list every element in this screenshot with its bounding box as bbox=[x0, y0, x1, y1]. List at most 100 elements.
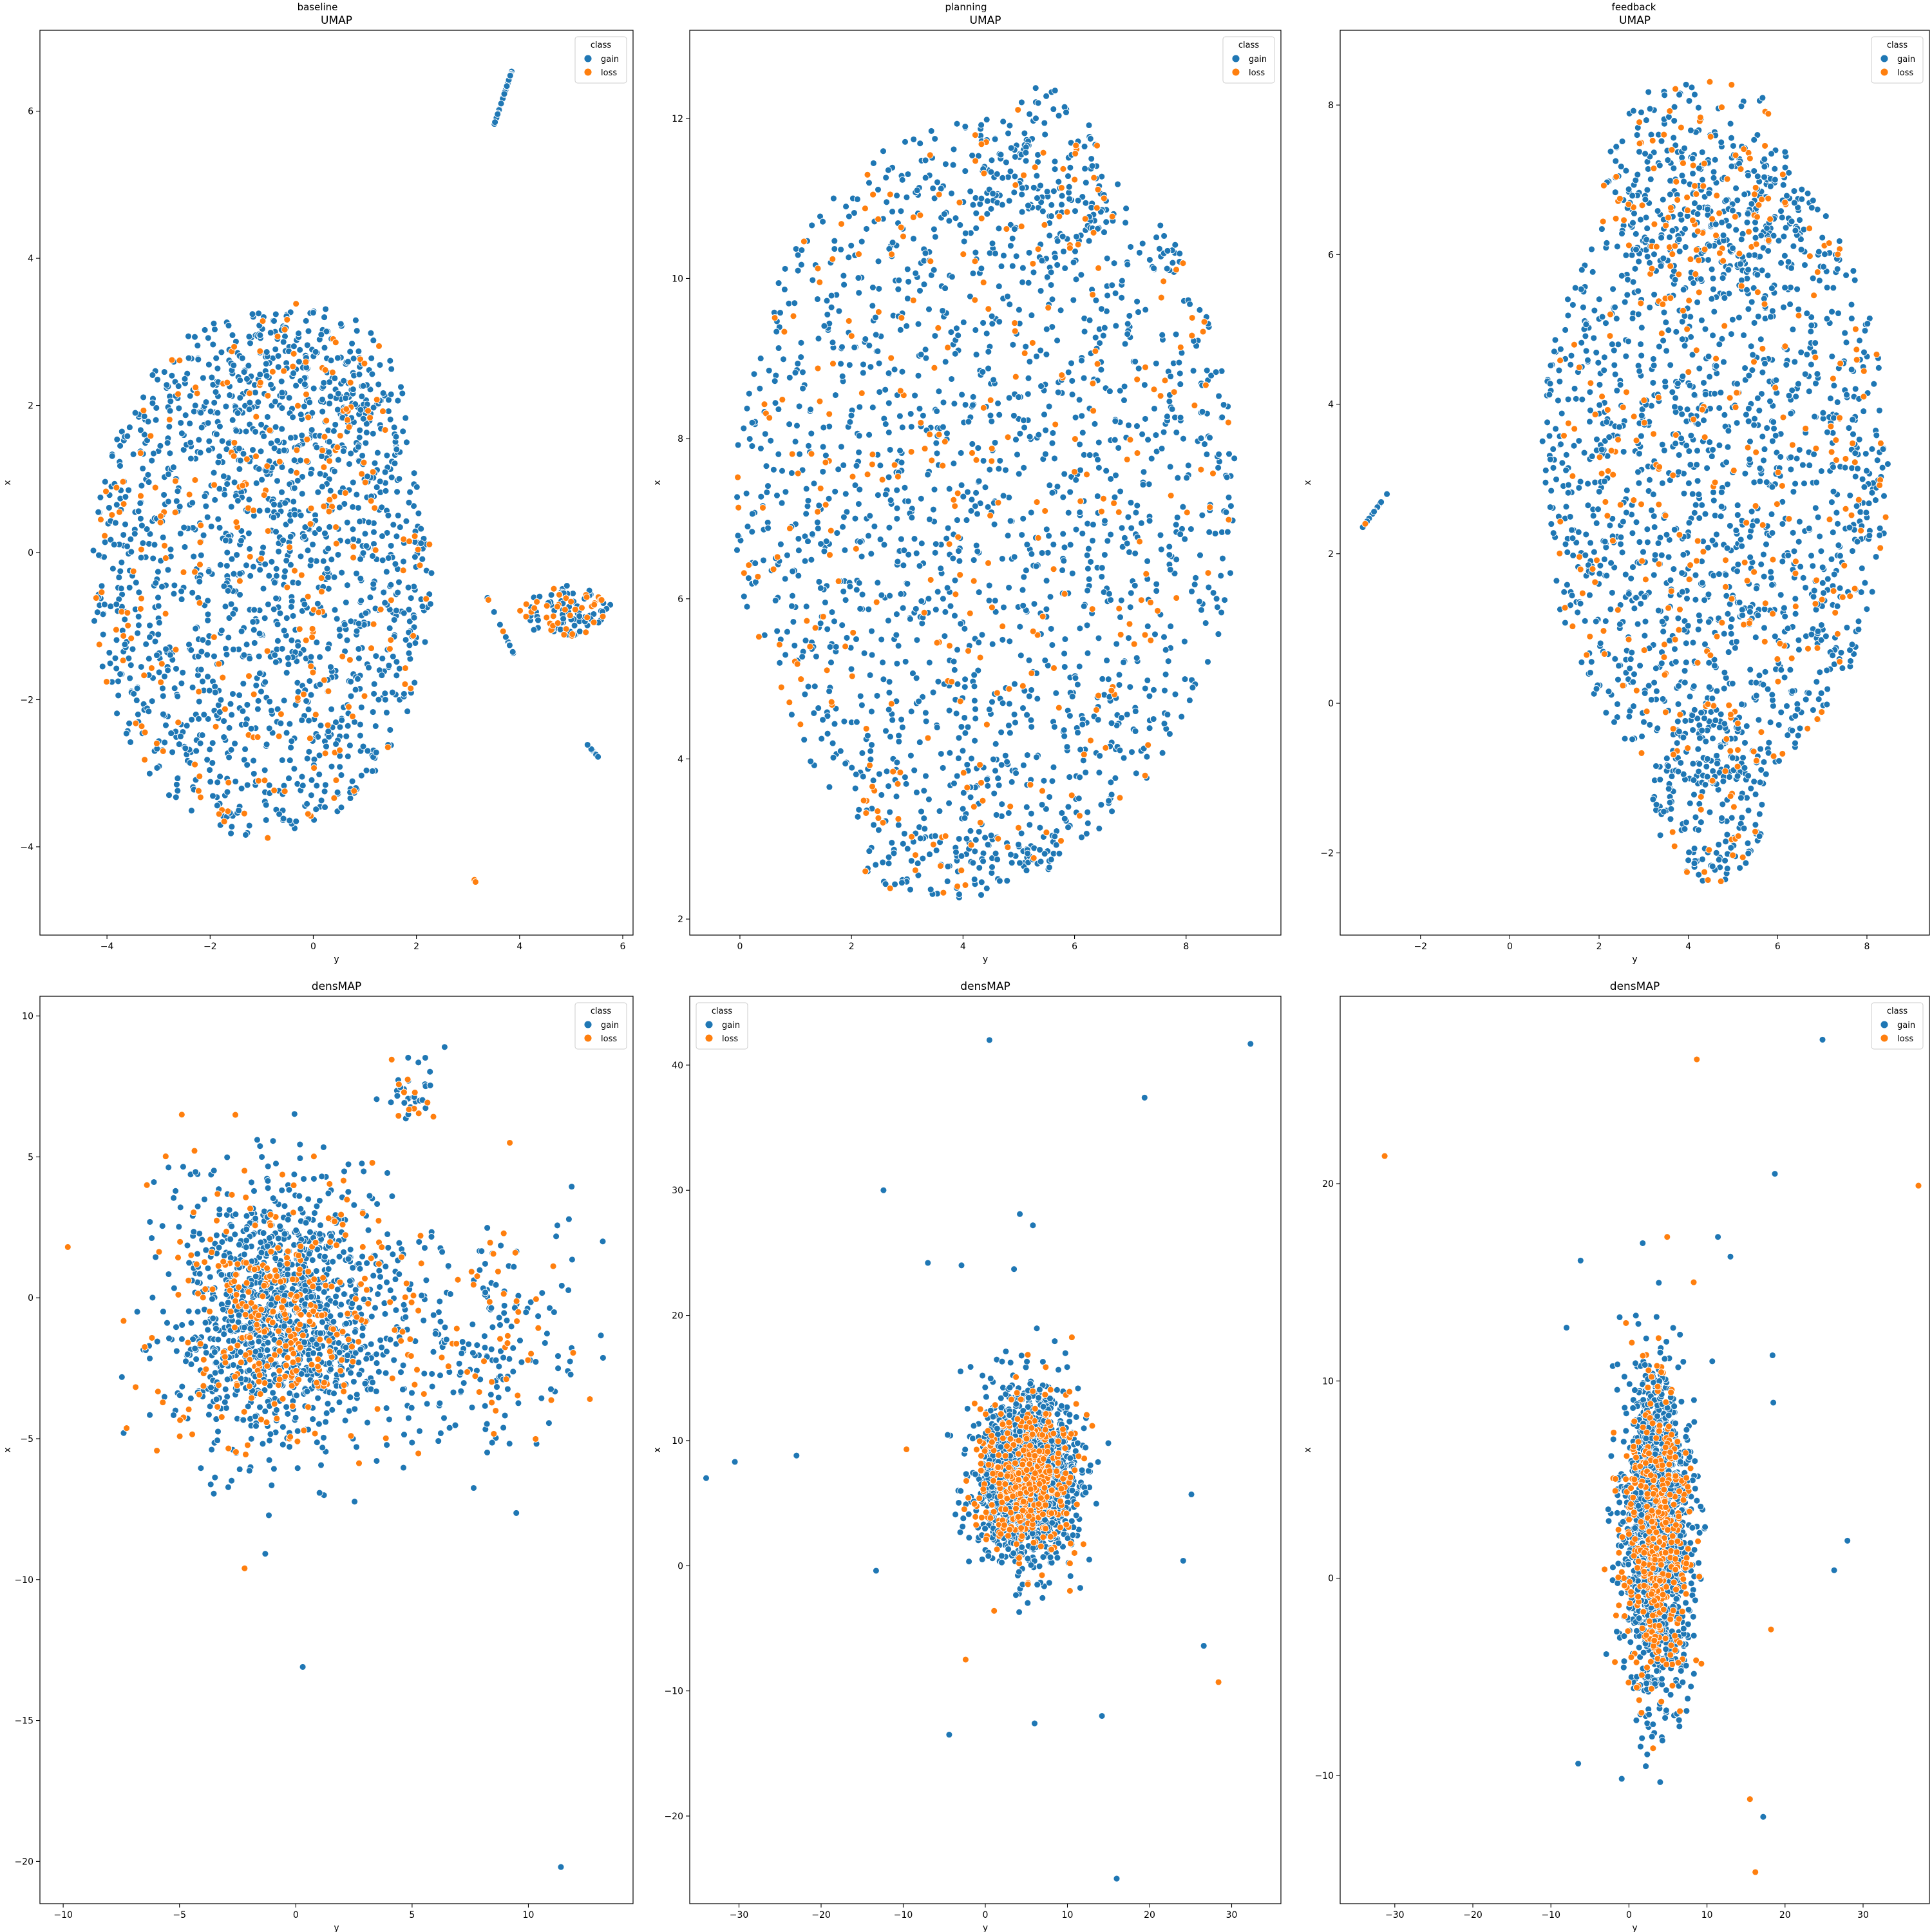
point-loss bbox=[243, 455, 251, 463]
point-gain bbox=[1061, 732, 1068, 740]
point-loss bbox=[808, 450, 815, 458]
point-gain bbox=[1720, 630, 1728, 638]
point-gain bbox=[794, 360, 802, 368]
point-loss bbox=[1204, 569, 1212, 577]
point-gain bbox=[885, 399, 893, 407]
point-gain bbox=[922, 156, 929, 164]
point-gain bbox=[1569, 301, 1577, 308]
point-gain bbox=[999, 636, 1007, 643]
point-gain bbox=[371, 459, 379, 467]
point-gain bbox=[1795, 446, 1803, 453]
point-gain bbox=[137, 515, 144, 522]
point-gain bbox=[1769, 702, 1777, 710]
point-gain bbox=[1595, 296, 1603, 303]
point-gain bbox=[1052, 254, 1059, 261]
point-gain bbox=[1043, 325, 1050, 333]
point-gain bbox=[108, 452, 116, 460]
point-gain bbox=[164, 498, 172, 506]
point-loss bbox=[988, 444, 996, 452]
point-loss bbox=[549, 612, 557, 620]
point-gain bbox=[1081, 165, 1089, 173]
point-gain bbox=[846, 583, 854, 591]
point-gain bbox=[355, 348, 363, 355]
point-gain bbox=[372, 723, 379, 730]
point-gain bbox=[1019, 705, 1027, 712]
point-gain bbox=[349, 386, 357, 393]
point-gain bbox=[1197, 435, 1205, 442]
point-gain bbox=[931, 332, 939, 339]
point-gain bbox=[113, 600, 120, 608]
point-gain bbox=[998, 555, 1006, 563]
point-gain bbox=[1728, 616, 1736, 623]
point-gain bbox=[327, 663, 334, 671]
point-gain bbox=[213, 802, 221, 810]
point-gain bbox=[1099, 332, 1107, 339]
point-gain bbox=[901, 773, 909, 781]
point-gain bbox=[969, 270, 977, 277]
point-gain bbox=[205, 567, 213, 575]
point-gain bbox=[911, 392, 919, 399]
point-gain bbox=[972, 327, 980, 334]
point-gain bbox=[1028, 312, 1036, 319]
point-loss bbox=[381, 426, 389, 434]
point-loss bbox=[819, 613, 827, 620]
point-gain bbox=[1166, 397, 1173, 405]
point-gain bbox=[1665, 327, 1672, 334]
point-gain bbox=[818, 735, 826, 743]
point-gain bbox=[385, 661, 393, 669]
point-gain bbox=[188, 715, 196, 723]
point-gain bbox=[97, 493, 104, 501]
point-gain bbox=[222, 603, 229, 611]
point-gain bbox=[1010, 553, 1018, 561]
axes-frame bbox=[39, 30, 634, 936]
point-gain bbox=[330, 468, 338, 475]
point-gain bbox=[971, 683, 978, 690]
point-gain bbox=[1638, 733, 1646, 740]
point-gain bbox=[961, 814, 969, 822]
point-gain bbox=[245, 529, 252, 537]
point-gain bbox=[1724, 480, 1731, 488]
point-gain bbox=[971, 697, 978, 705]
point-gain bbox=[325, 574, 332, 581]
point-gain bbox=[322, 305, 330, 313]
point-gain bbox=[1203, 451, 1211, 458]
point-loss bbox=[194, 787, 202, 795]
point-gain bbox=[968, 755, 975, 762]
point-gain bbox=[1018, 191, 1026, 198]
point-gain bbox=[370, 540, 377, 547]
point-gain bbox=[225, 322, 232, 329]
point-gain bbox=[1728, 316, 1736, 323]
point-gain bbox=[995, 781, 1003, 789]
point-gain bbox=[308, 776, 316, 784]
point-gain bbox=[837, 443, 845, 451]
point-gain bbox=[925, 305, 933, 313]
point-gain bbox=[791, 641, 799, 649]
point-gain bbox=[804, 683, 812, 690]
point-gain bbox=[220, 717, 228, 725]
y-tick-label: 4 bbox=[677, 754, 683, 764]
point-loss bbox=[320, 676, 328, 684]
point-gain bbox=[1841, 464, 1849, 471]
point-gain bbox=[1607, 605, 1615, 613]
point-gain bbox=[309, 541, 317, 548]
point-gain bbox=[826, 643, 834, 650]
point-gain bbox=[812, 652, 820, 660]
point-gain bbox=[278, 389, 286, 397]
point-gain bbox=[922, 249, 929, 257]
point-gain bbox=[1026, 821, 1034, 829]
point-gain bbox=[381, 690, 389, 697]
point-gain bbox=[914, 860, 922, 867]
point-gain bbox=[1842, 339, 1850, 346]
point-loss bbox=[869, 451, 876, 459]
point-gain bbox=[135, 612, 142, 620]
point-gain bbox=[1550, 348, 1558, 355]
point-gain bbox=[1115, 444, 1122, 451]
point-gain bbox=[155, 602, 162, 610]
point-loss bbox=[1191, 402, 1198, 410]
point-gain bbox=[1795, 538, 1803, 545]
point-gain bbox=[368, 767, 376, 775]
point-gain bbox=[1671, 645, 1678, 653]
point-gain bbox=[931, 194, 938, 202]
x-tick-label: 6 bbox=[620, 942, 626, 952]
point-gain bbox=[285, 661, 292, 668]
